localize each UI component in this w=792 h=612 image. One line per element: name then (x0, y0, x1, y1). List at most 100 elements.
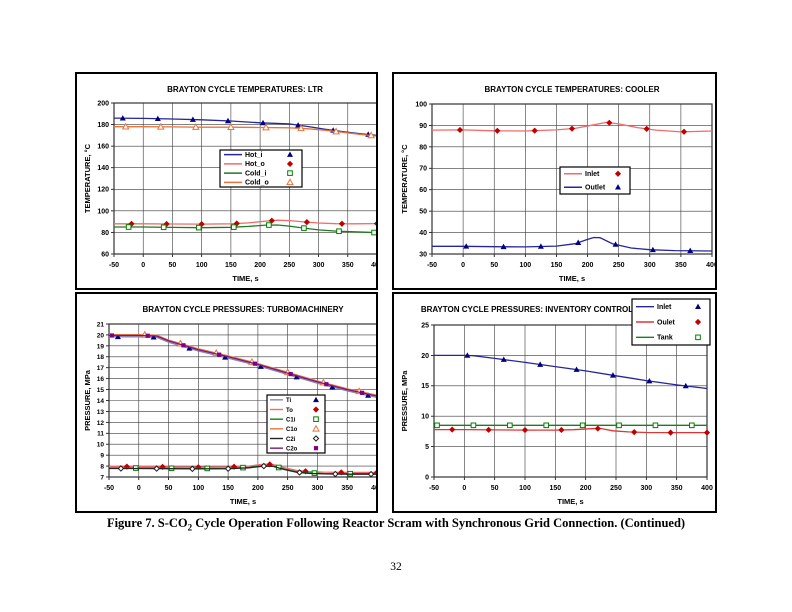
series-marker (485, 426, 492, 433)
y-tick-label: 10 (421, 414, 429, 421)
legend-label: C2i (286, 437, 296, 443)
series-marker (312, 424, 320, 432)
series-marker (125, 224, 132, 230)
series-line (432, 236, 713, 252)
series-marker (287, 170, 293, 176)
series-marker (609, 372, 616, 378)
y-tick-label: 80 (419, 144, 427, 151)
chart-panel-turbomachinery-pressures: BRAYTON CYCLE PRESSURES: TURBOMACHINERY 7… (75, 292, 378, 513)
series-marker (154, 115, 161, 121)
series-marker (156, 122, 165, 130)
series-marker (463, 243, 470, 249)
series-marker (631, 428, 638, 436)
y-tick-label: 60 (419, 187, 427, 194)
x-tick-label: 400 (706, 262, 715, 269)
series-marker (260, 462, 268, 470)
plot-border (113, 102, 376, 255)
chart-title: BRAYTON CYCLE PRESSURES: TURBOMACHINERY (142, 305, 344, 314)
series-marker (494, 127, 501, 134)
x-tick-label: 200 (580, 485, 592, 492)
x-axis-title: TIME, s (230, 497, 256, 506)
series-Hot_o (114, 217, 376, 228)
x-tick-label: 150 (222, 485, 234, 492)
series-marker (703, 429, 711, 436)
series-C1o (109, 330, 376, 396)
series-marker (579, 422, 586, 429)
x-tick-label: 50 (165, 485, 173, 492)
x-tick-label: 350 (341, 485, 353, 492)
y-tick-label: 14 (97, 398, 105, 405)
chart-svg: BRAYTON CYCLE PRESSURES: INVENTORY CONTR… (400, 298, 713, 506)
series-marker (336, 228, 342, 235)
series-marker (189, 116, 196, 122)
legend-box (266, 394, 326, 454)
x-tick-label: 50 (169, 262, 177, 269)
x-tick-label: 0 (141, 262, 145, 269)
series-marker (689, 422, 695, 429)
caption-text-1: Figure 7. S-CO (106, 516, 188, 530)
series-marker (114, 333, 121, 340)
series-marker (500, 356, 507, 362)
y-tick-label: 60 (101, 251, 109, 258)
y-tick-label: 70 (419, 166, 427, 173)
y-tick-label: 100 (415, 101, 427, 108)
x-tick-label: 300 (640, 485, 652, 492)
series-marker (266, 222, 272, 228)
series-marker (694, 318, 702, 326)
y-tick-label: 40 (419, 230, 427, 237)
series-marker (313, 416, 319, 422)
figure-caption: Figure 7. S-CO2 Cycle Operation Followin… (60, 516, 732, 533)
series-marker (117, 465, 125, 472)
legend-label: Outlet (585, 185, 606, 192)
y-tick-label: 25 (421, 322, 429, 329)
x-axis-title: TIME, s (559, 274, 585, 283)
series-marker (312, 435, 320, 442)
series-marker (373, 221, 376, 226)
y-axis-title: PRESSURE, MPa (83, 369, 92, 431)
y-tick-label: 20 (421, 353, 429, 360)
series-marker (231, 224, 237, 230)
x-tick-label: 50 (490, 262, 498, 269)
series-C2o (109, 333, 376, 397)
series-marker (296, 469, 303, 476)
x-tick-label: -50 (429, 485, 439, 492)
chart-title: BRAYTON CYCLE TEMPERATURES: COOLER (485, 85, 660, 94)
series-marker (612, 241, 619, 247)
series-Inlet (434, 352, 708, 390)
y-tick-label: 140 (97, 165, 109, 172)
series-marker (614, 170, 622, 177)
series-marker (456, 126, 464, 134)
y-tick-label: 10 (97, 442, 105, 449)
series-marker (119, 115, 126, 121)
series-line (113, 117, 376, 136)
series-marker (159, 463, 166, 470)
series-marker (224, 465, 232, 473)
series-marker (531, 127, 538, 134)
series-marker (687, 247, 694, 254)
series-marker (121, 122, 130, 130)
y-tick-label: 100 (97, 208, 109, 215)
chart-title: BRAYTON CYCLE PRESSURES: INVENTORY CONTR… (421, 305, 633, 314)
series-marker (568, 125, 576, 132)
x-tick-label: 200 (582, 262, 594, 269)
chart-svg: BRAYTON CYCLE TEMPERATURES: LTR 60 80 100 12… (83, 85, 376, 283)
series-marker (227, 123, 235, 130)
series-marker (537, 361, 544, 367)
series-marker (195, 224, 202, 231)
series-marker (594, 425, 601, 432)
y-axis-title: PRESSURE, MPa (400, 370, 409, 432)
series-marker (262, 123, 270, 131)
series-line (109, 334, 376, 397)
series-marker (303, 218, 310, 226)
y-tick-label: 12 (97, 420, 105, 427)
y-tick-label: 17 (97, 365, 105, 372)
legend: Ti To C1i C1o C2i C2o (266, 394, 326, 454)
legend-label: C1o (286, 427, 298, 433)
x-axis-title: TIME, s (557, 497, 583, 506)
series-line (434, 427, 707, 434)
legend-label: C1i (286, 417, 296, 423)
series-marker (367, 470, 375, 478)
legend-label: Hot_i (245, 152, 263, 159)
y-tick-label: 180 (97, 122, 109, 129)
series-marker (558, 426, 565, 434)
